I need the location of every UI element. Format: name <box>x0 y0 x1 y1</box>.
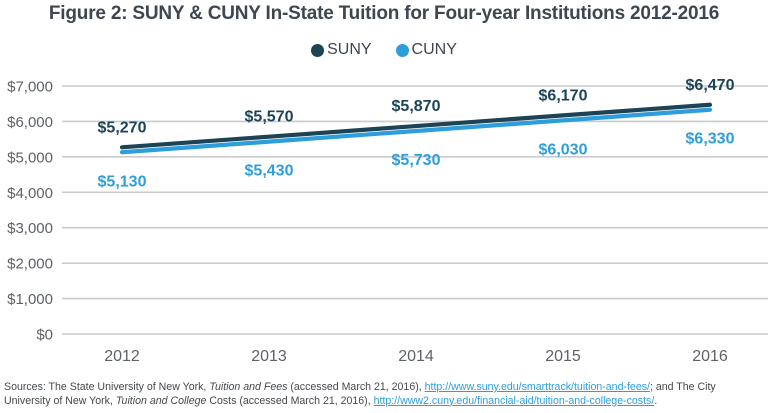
suny-value-label: $6,170 <box>539 87 588 104</box>
legend-item-suny: SUNY <box>311 41 372 59</box>
y-axis-tick-label: $2,000 <box>7 256 53 273</box>
chart-legend: SUNY CUNY <box>0 41 768 59</box>
cuny-value-label: $5,130 <box>98 173 147 190</box>
cuny-value-label: $6,330 <box>686 131 735 148</box>
x-axis-tick-label: 2013 <box>251 348 287 365</box>
cuny-legend-marker-icon <box>395 43 409 57</box>
source-text: Costs (accessed March 21, 2016), <box>206 394 374 407</box>
chart-title: Figure 2: SUNY & CUNY In-State Tuition f… <box>48 3 720 24</box>
source-text: Sources: The State University of New Yor… <box>4 381 210 393</box>
cuny-value-label: $5,430 <box>245 163 294 180</box>
suny-legend-marker-icon <box>311 43 325 57</box>
x-axis-tick-label: 2016 <box>692 348 728 365</box>
suny-value-label: $6,470 <box>686 77 735 94</box>
suny-value-label: $5,870 <box>392 98 441 115</box>
source-text: . <box>654 394 658 407</box>
y-axis-tick-label: $5,000 <box>7 149 53 166</box>
cuny-value-label: $5,730 <box>392 152 441 169</box>
cuny-value-label: $6,030 <box>539 141 588 158</box>
suny-value-label: $5,570 <box>245 109 294 126</box>
x-axis-tick-label: 2012 <box>104 348 140 365</box>
legend-item-cuny: CUNY <box>395 41 457 59</box>
cuny-tuition-link[interactable]: http://www2.cuny.edu/financial-aid/tuiti… <box>373 394 655 407</box>
suny-line <box>119 102 713 150</box>
tuition-line-chart: $0 $1,000 $2,000 $3,000 $4,000 $5,000 $6,000 $7… <box>7 77 768 365</box>
y-axis-tick-label: $6,000 <box>7 114 53 131</box>
x-axis-tick-label: 2015 <box>545 348 581 365</box>
y-axis-tick-label: $0 <box>36 327 53 344</box>
source-text: Tuition and College <box>115 394 207 407</box>
source-text: (accessed March 21, 2016), <box>287 381 425 393</box>
legend-label-suny: SUNY <box>327 41 372 58</box>
y-axis-tick-label: $3,000 <box>7 220 53 237</box>
source-text: University of New York, <box>4 394 116 407</box>
y-axis-tick-label: $4,000 <box>7 185 53 202</box>
x-axis-tick-label: 2014 <box>398 348 434 365</box>
suny-value-label: $5,270 <box>98 119 147 136</box>
source-citation: Sources: The State University of New Yor… <box>4 381 766 408</box>
y-axis-tick-label: $1,000 <box>7 291 53 308</box>
legend-label-cuny: CUNY <box>411 41 457 58</box>
suny-tuition-link[interactable]: http://www.suny.edu/smarttrack/tuition-a… <box>424 381 650 393</box>
y-axis-tick-label: $7,000 <box>7 79 53 96</box>
source-text: ; and The City <box>649 381 716 393</box>
source-text: Tuition and Fees <box>209 381 288 393</box>
cuny-line <box>119 107 713 155</box>
